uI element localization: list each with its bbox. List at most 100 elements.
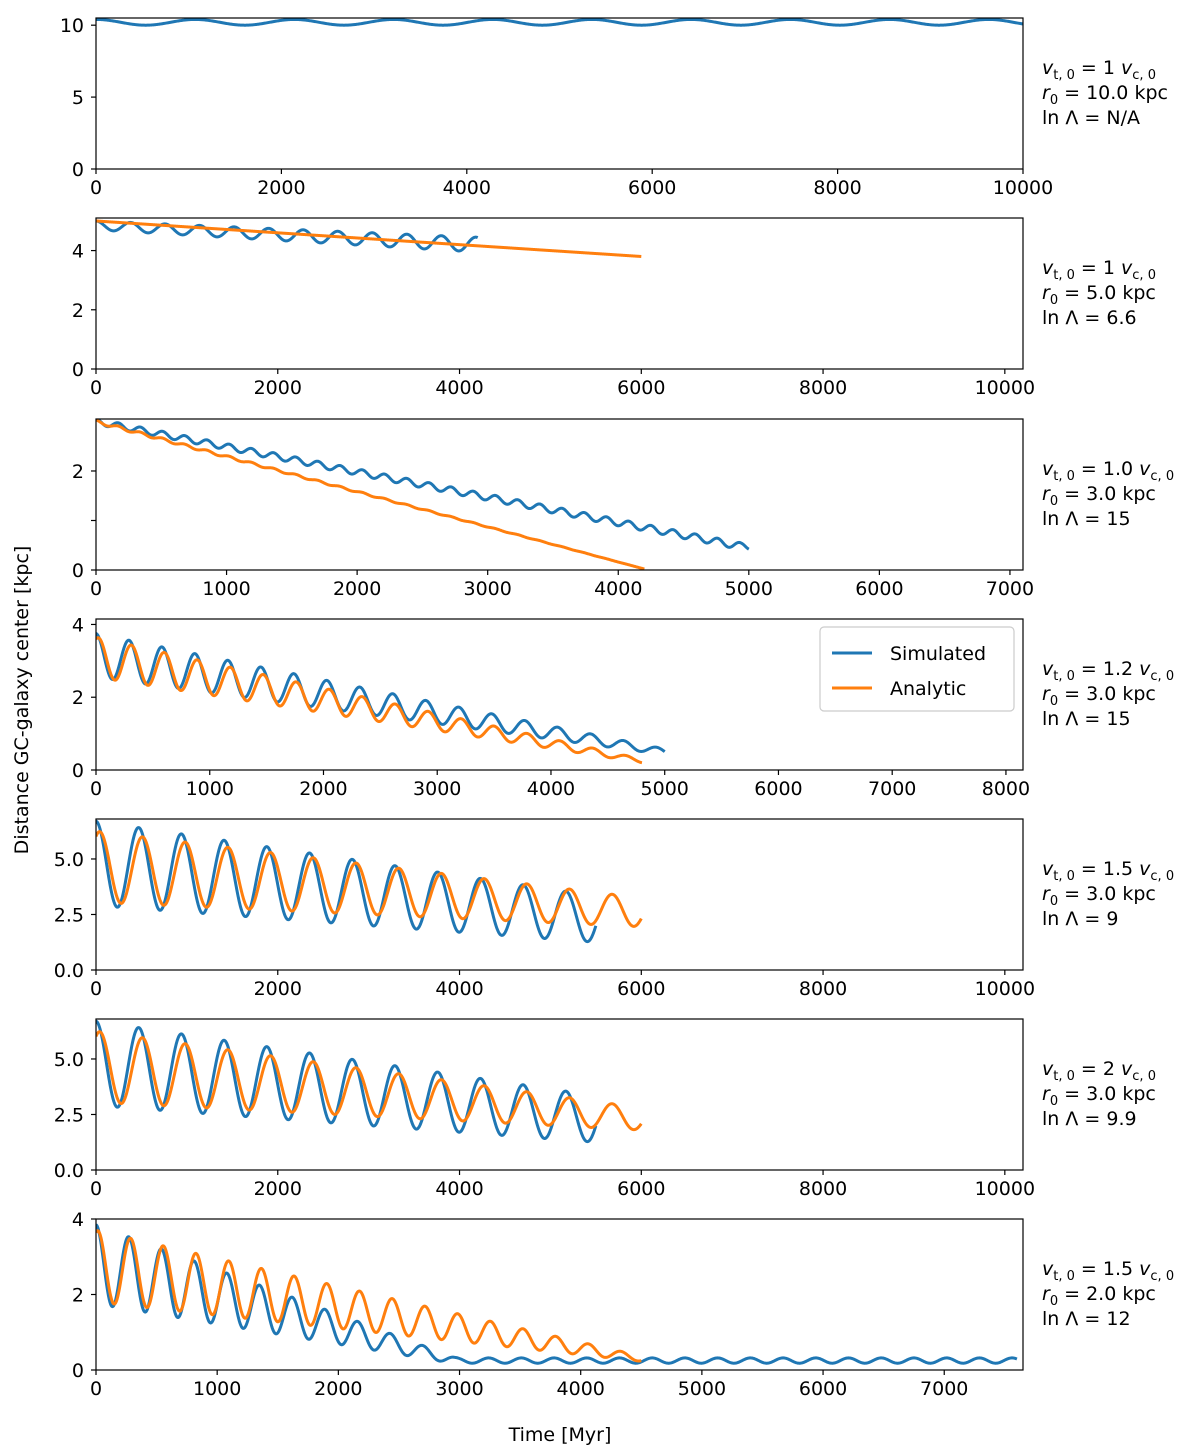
x-tick-label: 5000 [641, 778, 689, 800]
x-tick-label: 8000 [799, 978, 847, 1000]
x-tick-label: 5000 [678, 1378, 726, 1400]
legend-label-simulated: Simulated [890, 643, 986, 665]
svg-text:ln Λ = 15: ln Λ = 15 [1042, 508, 1131, 530]
svg-text:vt, 0 = 1.5 vc, 0: vt, 0 = 1.5 vc, 0 [1042, 858, 1174, 884]
r0-value: 3.0 [1086, 483, 1116, 505]
x-tick-label: 8000 [799, 1178, 847, 1200]
svg-text:ln Λ = 15: ln Λ = 15 [1042, 708, 1131, 730]
x-tick-label: 10000 [975, 377, 1035, 399]
axes-frame [95, 17, 1024, 170]
svg-text:r0 = 3.0 kpc: r0 = 3.0 kpc [1042, 883, 1156, 909]
x-tick-label: 1000 [202, 578, 250, 600]
svg-text:r0 = 10.0 kpc: r0 = 10.0 kpc [1042, 82, 1168, 108]
x-tick-label: 4000 [527, 778, 575, 800]
lnL-value: 9.9 [1106, 1108, 1136, 1130]
svg-text:vt, 0 = 1 vc, 0: vt, 0 = 1 vc, 0 [1042, 257, 1156, 283]
panel-2: 0 2000 4000 6000 8000 10000 0 2 4 vt, 0 = 1 vc, 0… [72, 217, 1156, 399]
x-tick-label: 8000 [982, 778, 1030, 800]
y-tick-label: 2 [72, 461, 84, 483]
svg-text:vt, 0 = 1.2 vc, 0: vt, 0 = 1.2 vc, 0 [1042, 658, 1174, 684]
svg-text:r0 = 3.0 kpc: r0 = 3.0 kpc [1042, 1083, 1156, 1109]
lnL-value: 15 [1106, 708, 1130, 730]
y-tick-label: 0 [72, 1360, 84, 1382]
x-tick-label: 6000 [617, 978, 665, 1000]
panel-3: 0 1000 2000 3000 4000 5000 6000 7000 0 2 vt, 0 = 1… [72, 418, 1174, 600]
series-line-analytic [96, 419, 646, 570]
x-tick-label: 6000 [617, 377, 665, 399]
y-tick-label: 0.0 [54, 1160, 84, 1182]
legend-label-analytic: Analytic [890, 678, 966, 700]
x-tick-label: 2000 [299, 778, 347, 800]
x-tick-label: 0 [90, 978, 102, 1000]
y-tick-label: 5 [72, 87, 84, 109]
lnL-value: 6.6 [1106, 307, 1136, 329]
y-tick-label: 2 [72, 687, 84, 709]
x-tick-label: 2000 [333, 578, 381, 600]
y-tick-label: 5.0 [54, 1049, 84, 1071]
x-tick-label: 2000 [254, 978, 302, 1000]
axes-frame [95, 217, 1024, 370]
x-tick-label: 8000 [799, 377, 847, 399]
x-tick-label: 6000 [855, 578, 903, 600]
lnL-value: 9 [1106, 908, 1118, 930]
y-tick-label: 0 [72, 359, 84, 381]
svg-text:ln Λ = N/A: ln Λ = N/A [1042, 107, 1140, 129]
x-tick-label: 4000 [435, 978, 483, 1000]
vt-value: 2 [1103, 1058, 1115, 1080]
svg-text:ln Λ = 12: ln Λ = 12 [1042, 1308, 1131, 1330]
x-tick-label: 6000 [617, 1178, 665, 1200]
vt-value: 1.2 [1103, 658, 1133, 680]
series-line-simulated [96, 1223, 1018, 1365]
x-tick-label: 10000 [975, 978, 1035, 1000]
x-tick-label: 8000 [813, 177, 861, 199]
svg-text:vt, 0 = 1.5 vc, 0: vt, 0 = 1.5 vc, 0 [1042, 1258, 1174, 1284]
r0-value: 3.0 [1086, 1083, 1116, 1105]
svg-text:r0 = 2.0 kpc: r0 = 2.0 kpc [1042, 1283, 1156, 1309]
y-tick-label: 0 [72, 760, 84, 782]
x-tick-label: 6000 [799, 1378, 847, 1400]
y-tick-label: 0.0 [54, 960, 84, 982]
x-tick-label: 0 [90, 578, 102, 600]
y-tick-label: 2.5 [54, 904, 84, 926]
x-tick-label: 6000 [754, 778, 802, 800]
svg-text:vt, 0 = 1.0 vc, 0: vt, 0 = 1.0 vc, 0 [1042, 458, 1174, 484]
series-line-simulated [96, 18, 1023, 27]
x-tick-label: 6000 [628, 177, 676, 199]
y-tick-label: 10 [60, 15, 84, 37]
series-line-analytic [96, 636, 644, 765]
svg-text:r0 = 3.0 kpc: r0 = 3.0 kpc [1042, 483, 1156, 509]
x-tick-label: 4000 [435, 1178, 483, 1200]
x-tick-label: 0 [90, 1178, 102, 1200]
lnL-value: 12 [1106, 1308, 1130, 1330]
svg-text:ln Λ = 9: ln Λ = 9 [1042, 908, 1118, 930]
y-tick-label: 4 [72, 614, 84, 636]
x-tick-label: 3000 [435, 1378, 483, 1400]
x-tick-label: 2000 [314, 1378, 362, 1400]
svg-text:r0 = 5.0 kpc: r0 = 5.0 kpc [1042, 282, 1156, 308]
axes-frame [95, 618, 1024, 771]
vt-value: 1.5 [1103, 858, 1133, 880]
series-line-simulated [96, 1019, 598, 1144]
x-tick-label: 4000 [594, 578, 642, 600]
x-tick-label: 3000 [464, 578, 512, 600]
x-tick-label: 10000 [975, 1178, 1035, 1200]
y-tick-label: 0 [72, 159, 84, 181]
y-tick-label: 2 [72, 1285, 84, 1307]
vt-value: 1.0 [1103, 458, 1133, 480]
r0-value: 3.0 [1086, 883, 1116, 905]
series-line-analytic [96, 830, 643, 928]
x-tick-label: 1000 [193, 1378, 241, 1400]
lnL-value: N/A [1106, 107, 1140, 129]
y-tick-label: 2.5 [54, 1104, 84, 1126]
y-tick-label: 2 [72, 300, 84, 322]
y-tick-label: 5.0 [54, 849, 84, 871]
x-tick-label: 1000 [186, 778, 234, 800]
y-tick-label: 4 [72, 1209, 84, 1231]
y-tick-label: 0 [72, 560, 84, 582]
